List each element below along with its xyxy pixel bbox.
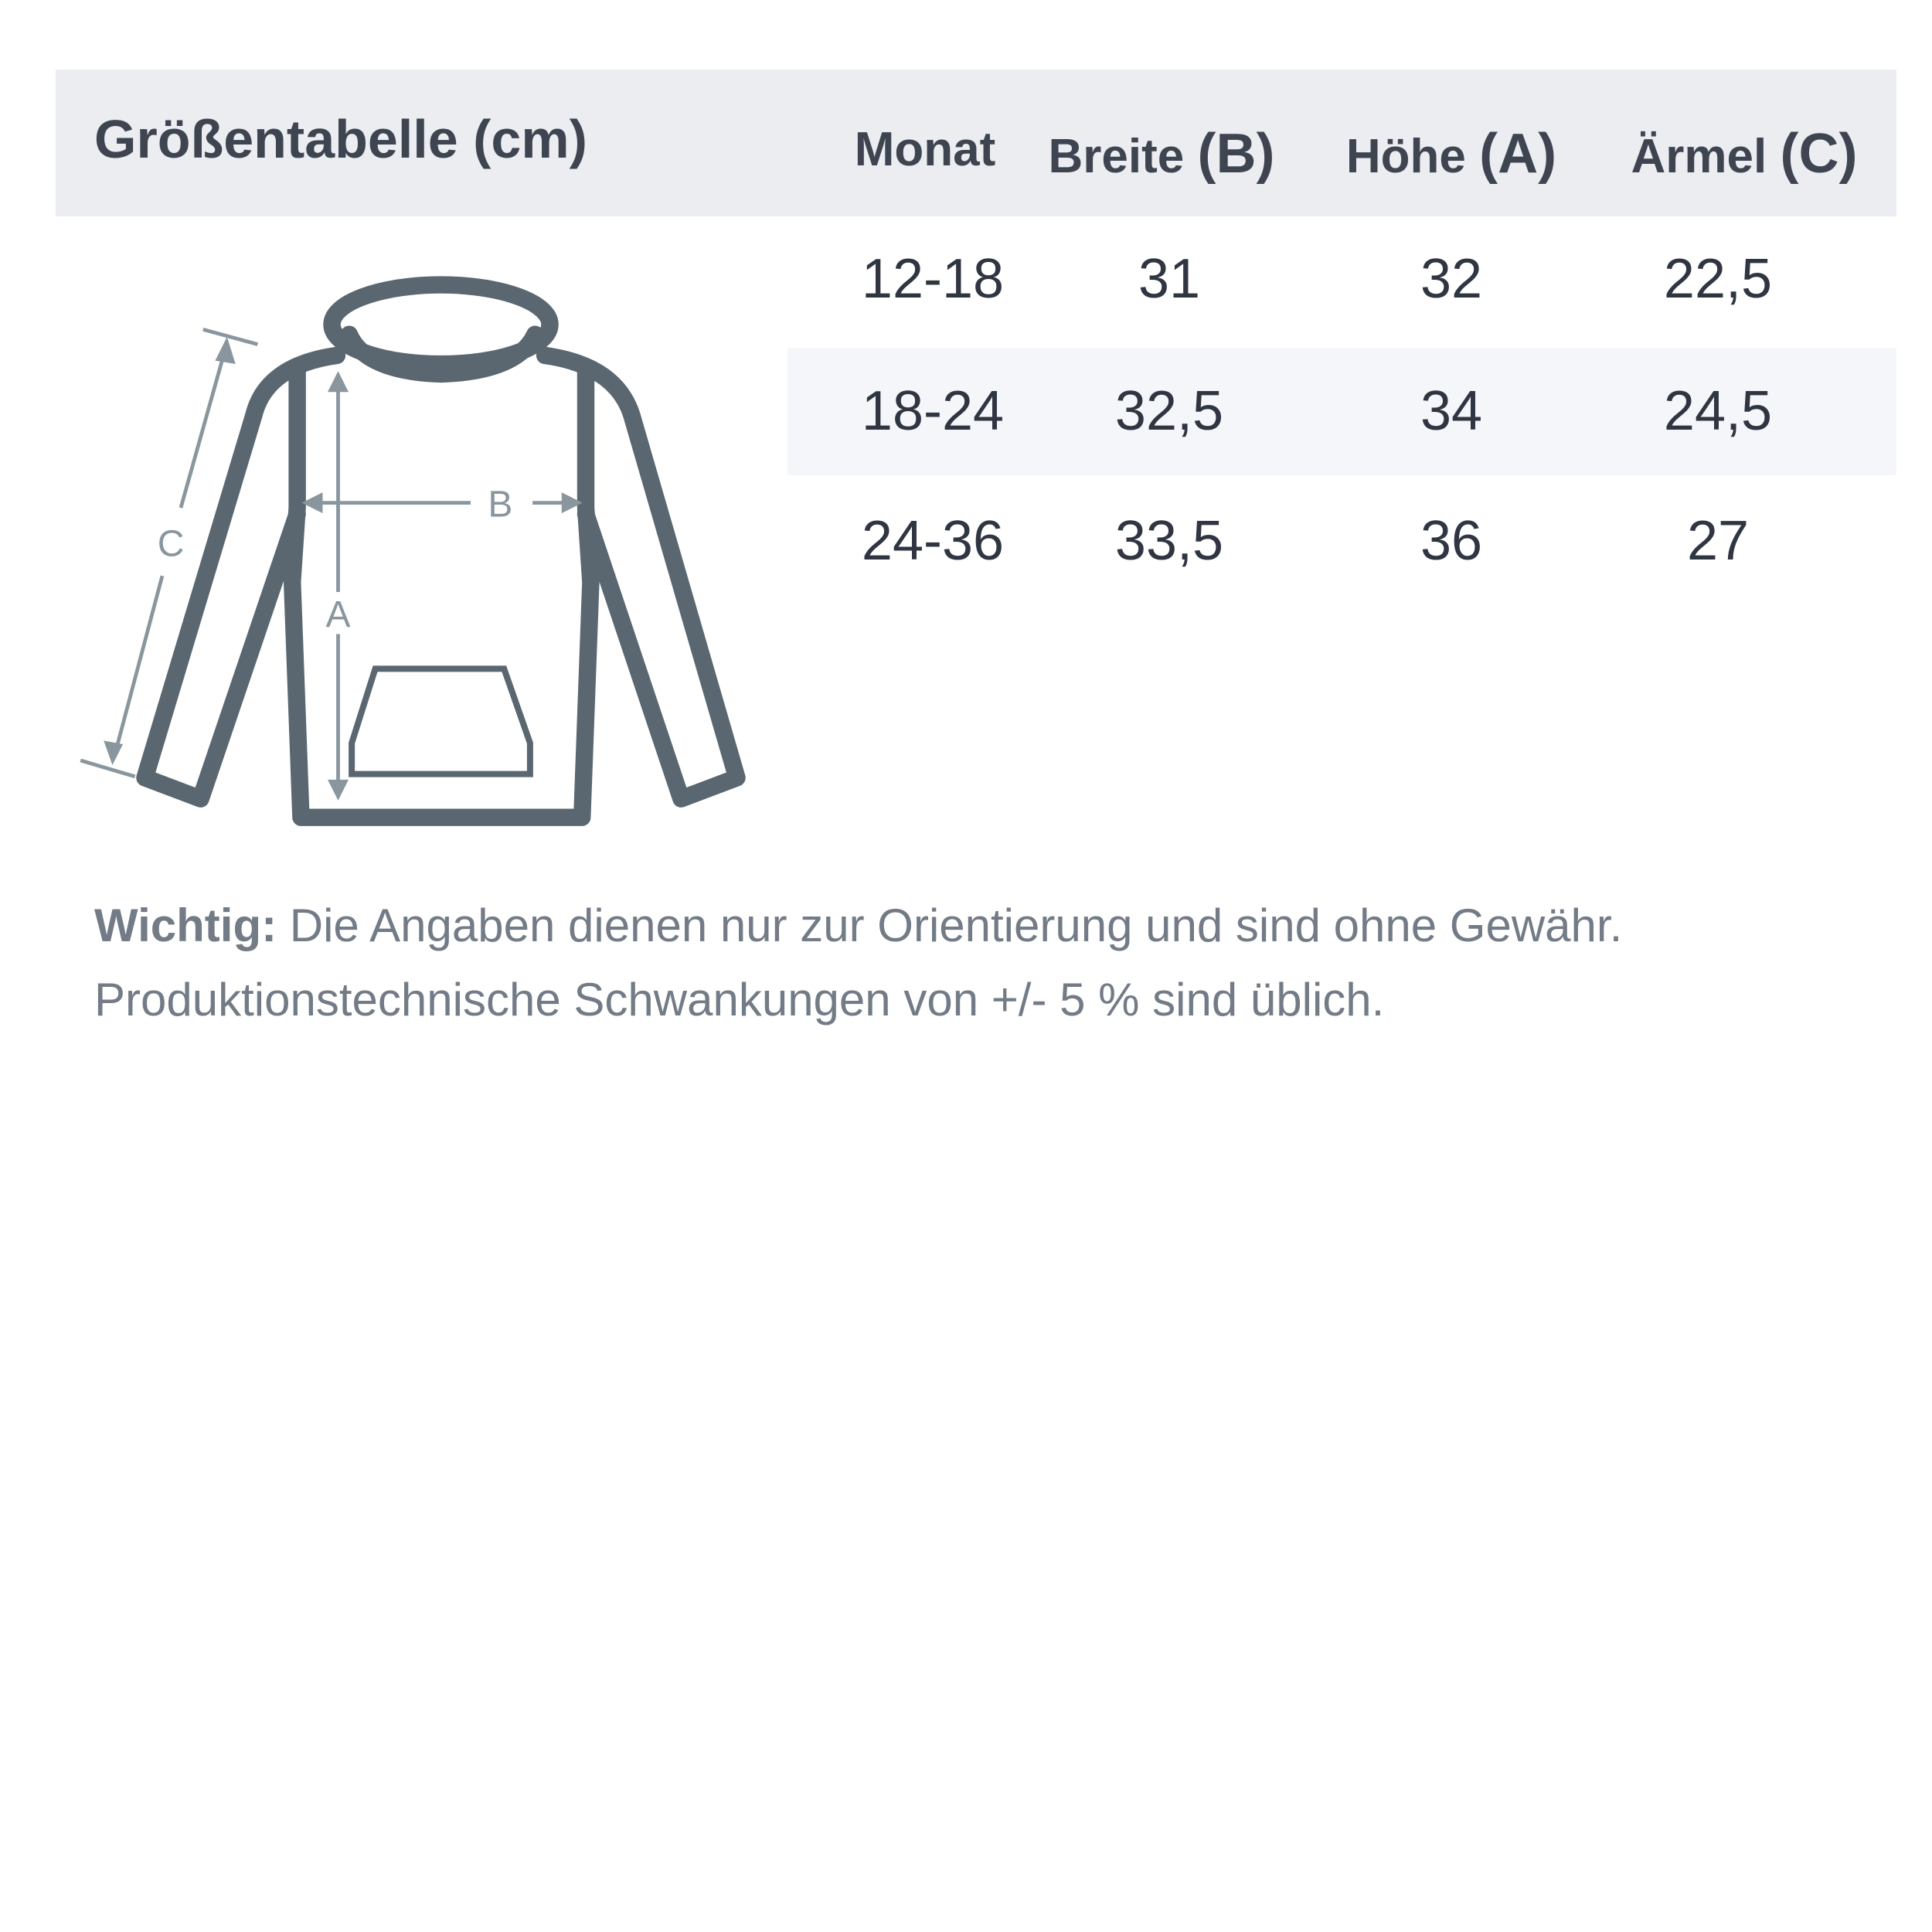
page-title: Größentabelle (cm) — [94, 109, 587, 169]
column-header-month: Monat — [855, 122, 996, 177]
label-c: C — [158, 523, 185, 565]
column-header-height: Höhe (A) — [1346, 122, 1556, 185]
table-row-stripe — [787, 348, 1896, 475]
table-cell: 27 — [1686, 510, 1750, 572]
table-cell: 36 — [1420, 510, 1483, 572]
disclaimer-note: Wichtig: Die Angaben dienen nur zur Orie… — [94, 889, 1872, 1037]
label-a: A — [325, 594, 350, 635]
column-suffix: (A) — [1479, 123, 1557, 185]
table-cell: 32 — [1420, 248, 1483, 310]
table-cell: 34 — [1420, 380, 1483, 442]
note-line2: Produktionstechnische Schwankungen von +… — [94, 974, 1385, 1026]
hoodie-outline — [136, 276, 746, 826]
table-cell: 33,5 — [1114, 510, 1224, 572]
label-b: B — [488, 483, 512, 525]
column-label: Höhe — [1345, 130, 1466, 183]
table-cell: 24,5 — [1663, 380, 1773, 442]
table-header-band — [56, 70, 1896, 216]
column-header-sleeve: Ärmel (C) — [1631, 122, 1858, 185]
column-suffix: (C) — [1780, 123, 1858, 185]
column-suffix: (B) — [1197, 123, 1275, 185]
table-cell: 32,5 — [1114, 380, 1224, 442]
table-cell: 31 — [1138, 248, 1201, 310]
measurement-lines — [80, 327, 583, 801]
column-header-width: Breite (B) — [1049, 122, 1275, 185]
table-cell: 22,5 — [1663, 248, 1773, 310]
table-cell: 24-36 — [861, 510, 1005, 572]
note-line1: Die Angaben dienen nur zur Orientierung … — [277, 900, 1623, 951]
table-cell: 12-18 — [861, 248, 1005, 310]
pocket-outline — [349, 665, 533, 777]
column-label: Breite — [1048, 130, 1185, 183]
table-cell: 18-24 — [861, 380, 1005, 442]
note-bold: Wichtig: — [94, 900, 277, 951]
column-label: Monat — [854, 123, 996, 176]
column-label: Ärmel — [1631, 130, 1767, 183]
